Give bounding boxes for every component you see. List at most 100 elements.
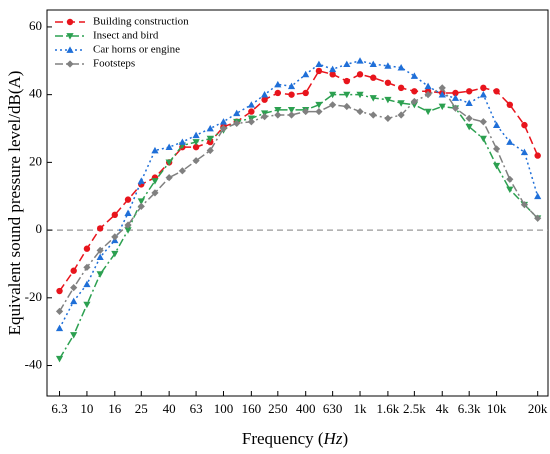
- marker: [274, 111, 282, 119]
- marker: [520, 148, 529, 156]
- legend-marker: [66, 18, 74, 26]
- marker: [206, 146, 214, 155]
- legend-marker: [66, 46, 74, 53]
- marker: [56, 287, 63, 295]
- series-line: [58, 70, 539, 292]
- marker: [248, 108, 255, 115]
- marker: [343, 60, 351, 68]
- marker: [96, 271, 104, 278]
- y-tick-label: 20: [29, 153, 42, 168]
- x-tick-label: 630: [323, 401, 343, 416]
- plot-frame: [46, 9, 549, 397]
- marker: [424, 82, 432, 90]
- marker: [356, 57, 364, 64]
- x-tick-label: 1.6k: [377, 401, 400, 416]
- marker: [465, 123, 473, 131]
- marker: [288, 91, 295, 98]
- marker: [137, 177, 145, 184]
- marker: [465, 114, 473, 122]
- x-tick-label: 6.3k: [458, 401, 481, 416]
- marker: [329, 91, 337, 99]
- marker: [520, 201, 529, 209]
- x-tick-label: 10: [80, 401, 93, 416]
- marker: [137, 202, 145, 210]
- marker: [438, 84, 446, 92]
- marker: [274, 107, 282, 114]
- marker: [384, 114, 392, 122]
- marker: [343, 91, 351, 99]
- marker: [506, 138, 514, 145]
- marker: [451, 104, 460, 112]
- y-axis-label: Equivalent sound pressure level/dB(A): [5, 71, 24, 336]
- marker: [370, 74, 377, 81]
- marker: [111, 233, 119, 241]
- marker: [70, 284, 78, 292]
- marker: [124, 209, 132, 217]
- marker: [329, 65, 337, 73]
- marker: [178, 167, 186, 175]
- x-tick-label: 2.5k: [403, 401, 426, 416]
- marker: [411, 88, 418, 95]
- marker: [343, 102, 351, 111]
- marker: [424, 108, 432, 116]
- marker: [247, 118, 255, 126]
- marker: [96, 225, 104, 232]
- marker: [83, 280, 91, 288]
- marker: [111, 250, 119, 258]
- marker: [492, 145, 501, 153]
- marker: [397, 84, 405, 92]
- marker: [206, 124, 214, 132]
- marker: [356, 107, 364, 116]
- x-tick-label: 20k: [528, 401, 548, 416]
- marker: [315, 101, 323, 109]
- marker: [329, 71, 336, 78]
- marker: [369, 111, 377, 119]
- marker: [534, 152, 541, 159]
- marker: [165, 174, 173, 182]
- marker: [410, 72, 418, 79]
- marker: [329, 101, 337, 109]
- marker: [70, 297, 78, 305]
- x-tick-label: 40: [163, 401, 176, 416]
- marker: [438, 103, 446, 111]
- x-tick-label: 63: [190, 401, 203, 416]
- marker: [492, 121, 501, 129]
- marker: [124, 227, 132, 234]
- marker: [165, 143, 173, 151]
- marker: [315, 107, 323, 116]
- marker: [302, 70, 310, 78]
- marker: [233, 109, 241, 117]
- marker: [397, 63, 405, 71]
- x-tick-label: 16: [108, 401, 122, 416]
- marker: [492, 162, 501, 170]
- y-tick-label: -40: [25, 357, 42, 372]
- marker: [506, 101, 514, 109]
- marker: [55, 307, 64, 315]
- y-tick-label: 40: [29, 86, 42, 101]
- x-tick-label: 6.3: [51, 401, 67, 416]
- marker: [233, 119, 241, 128]
- marker: [192, 143, 200, 151]
- marker: [219, 118, 228, 125]
- marker: [479, 91, 487, 98]
- marker: [151, 146, 159, 154]
- x-tick-label: 25: [135, 401, 148, 416]
- marker: [137, 198, 145, 205]
- marker: [83, 263, 91, 271]
- marker: [534, 214, 542, 222]
- marker: [192, 131, 200, 139]
- marker: [480, 84, 487, 92]
- x-tick-label: 4k: [436, 401, 450, 416]
- marker: [521, 121, 528, 129]
- marker: [178, 138, 186, 145]
- x-tick-label: 160: [242, 401, 262, 416]
- x-tick-label: 250: [268, 401, 288, 416]
- legend-marker: [66, 60, 74, 68]
- marker: [55, 355, 64, 363]
- legend-marker: [66, 33, 74, 40]
- marker: [165, 159, 173, 166]
- marker: [369, 95, 377, 102]
- marker: [479, 135, 487, 143]
- marker: [192, 157, 200, 165]
- marker: [83, 301, 91, 309]
